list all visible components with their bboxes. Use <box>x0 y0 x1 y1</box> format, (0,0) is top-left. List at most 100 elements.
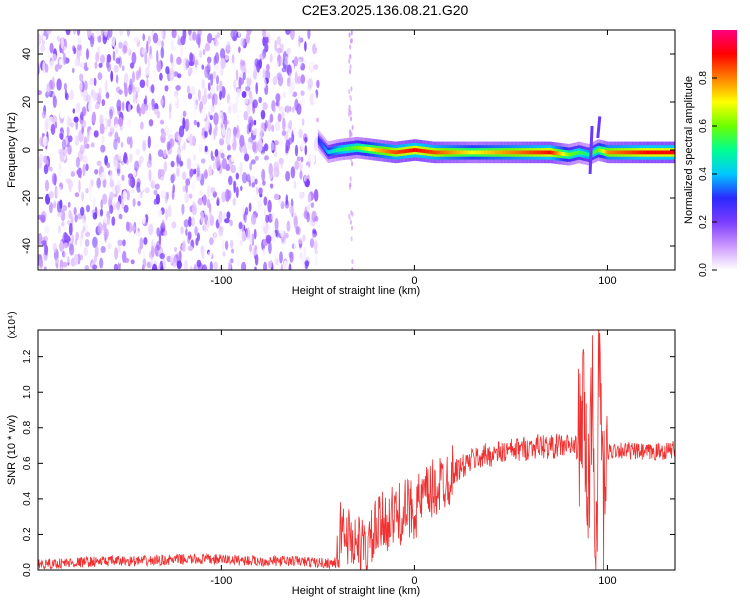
noise-cell <box>85 187 89 194</box>
signal-cell <box>605 149 607 154</box>
signal-cell <box>439 150 441 155</box>
noise-cell <box>213 39 219 47</box>
noise-cell <box>115 57 121 64</box>
noise-cell <box>67 144 72 155</box>
signal-cell <box>377 148 379 152</box>
noise-cell <box>258 130 263 143</box>
signal-cell <box>378 148 380 153</box>
noise-cell <box>136 97 140 104</box>
noise-cell <box>182 110 187 118</box>
signal-cell <box>628 150 630 155</box>
signal-cell <box>643 150 645 155</box>
noise-cell <box>231 248 234 254</box>
noise-cell <box>309 238 315 248</box>
noise-cell <box>348 89 351 95</box>
spectrogram-marks <box>38 30 675 270</box>
noise-cell <box>172 184 175 194</box>
noise-cell <box>313 189 319 202</box>
signal-cell <box>543 150 545 155</box>
colorbar-gradient <box>712 30 737 270</box>
noise-cell <box>136 103 140 113</box>
noise-cell <box>281 67 287 73</box>
noise-cell <box>250 213 257 225</box>
noise-cell <box>199 50 203 59</box>
signal-cell <box>445 150 447 155</box>
signal-cell <box>452 150 454 155</box>
noise-cell <box>244 97 249 105</box>
noise-cell <box>176 56 182 65</box>
signal-cell <box>520 150 522 155</box>
noise-cell <box>163 149 167 158</box>
y-tick-label: 0.0 <box>22 563 33 577</box>
noise-cell <box>46 30 52 35</box>
signal-cell <box>480 150 482 155</box>
signal-cell <box>660 150 662 155</box>
noise-cell <box>224 54 230 61</box>
noise-cell <box>285 194 289 206</box>
noise-cell <box>65 30 71 36</box>
noise-cell <box>78 179 81 193</box>
noise-cell <box>122 239 126 247</box>
signal-cell <box>370 147 372 152</box>
signal-cell <box>534 150 536 155</box>
signal-cell <box>327 150 329 154</box>
signal-cell <box>433 150 435 155</box>
noise-cell <box>223 71 229 80</box>
noise-cell <box>106 162 110 169</box>
signal-cell <box>593 150 595 154</box>
noise-cell <box>283 260 288 270</box>
noise-cell <box>241 172 248 184</box>
noise-cell <box>243 234 247 241</box>
noise-cell <box>137 194 141 200</box>
noise-cell <box>95 30 101 37</box>
noise-cell <box>129 78 133 92</box>
noise-cell <box>124 85 128 98</box>
noise-cell <box>299 161 303 172</box>
noise-cell <box>166 191 169 200</box>
signal-cell <box>512 150 514 155</box>
noise-cell <box>274 59 280 72</box>
noise-cell <box>128 177 133 187</box>
signal-cell <box>551 150 554 155</box>
noise-cell <box>254 245 258 251</box>
noise-cell <box>66 256 70 264</box>
noise-cell <box>54 186 59 199</box>
noise-cell <box>274 218 279 231</box>
signal-cell <box>329 150 331 154</box>
noise-cell <box>144 187 150 194</box>
noise-cell <box>239 58 244 71</box>
noise-cell <box>82 222 88 234</box>
noise-cell <box>241 91 247 98</box>
noise-cell <box>271 31 276 42</box>
signal-cell <box>345 147 347 151</box>
noise-cell <box>79 73 84 82</box>
noise-cell <box>102 222 107 232</box>
signal-cell <box>667 150 669 155</box>
noise-cell <box>132 198 136 207</box>
noise-cell <box>244 153 250 162</box>
signal-cell <box>637 150 639 155</box>
signal-cell <box>587 152 590 157</box>
signal-cell <box>460 150 462 155</box>
noise-cell <box>213 45 219 52</box>
noise-cell <box>58 162 62 170</box>
noise-cell <box>142 140 147 152</box>
noise-cell <box>294 71 298 85</box>
signal-cell <box>584 151 586 156</box>
noise-cell <box>274 39 278 52</box>
noise-cell <box>80 206 85 216</box>
signal-cell <box>577 150 579 155</box>
noise-cell <box>349 64 352 70</box>
signal-cell <box>492 150 495 155</box>
noise-cell <box>138 246 141 255</box>
noise-cell <box>154 183 160 190</box>
noise-cell <box>273 161 280 172</box>
noise-cell <box>248 90 252 99</box>
signal-cell <box>609 150 612 155</box>
signal-cell <box>392 150 394 154</box>
noise-cell <box>153 189 158 196</box>
noise-cell <box>97 222 103 235</box>
noise-cell <box>150 84 155 94</box>
noise-cell <box>281 111 285 120</box>
noise-cell <box>105 92 110 99</box>
